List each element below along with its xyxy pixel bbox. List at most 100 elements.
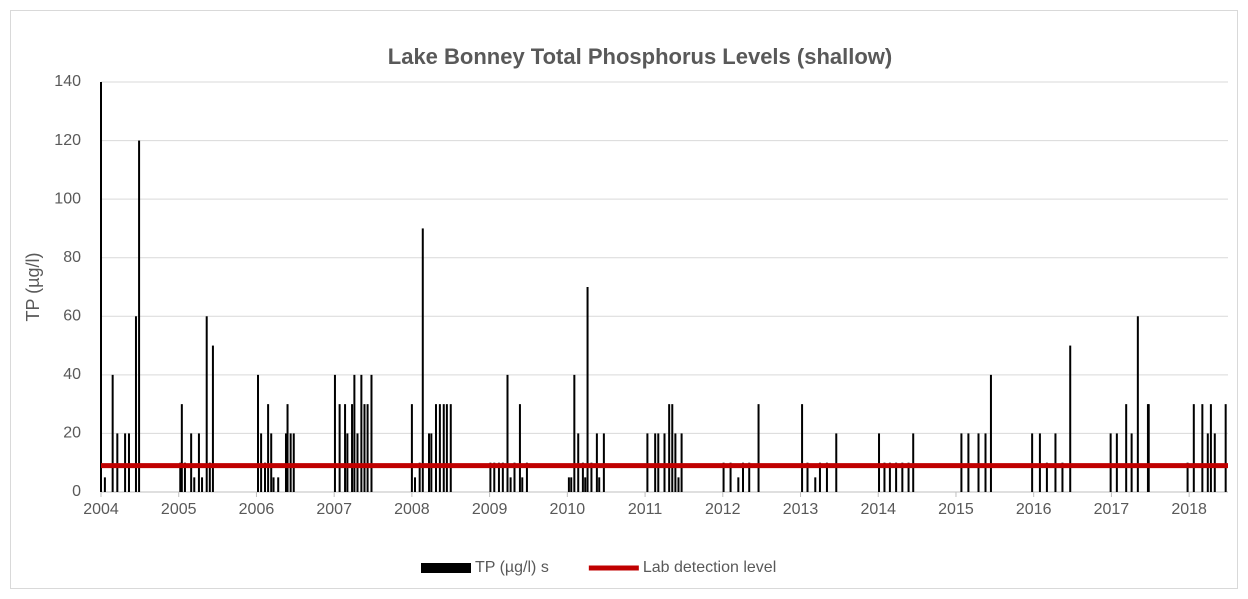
bar	[370, 374, 373, 492]
bar	[581, 462, 584, 492]
bar	[1069, 345, 1072, 492]
bar	[907, 462, 910, 492]
bar	[260, 433, 263, 492]
bar	[663, 433, 666, 492]
bar	[197, 433, 200, 492]
bar	[360, 374, 363, 492]
bar	[103, 477, 106, 492]
bar	[1186, 462, 1189, 492]
bar	[598, 477, 601, 492]
legend-label: Lab detection level	[643, 559, 776, 576]
legend-swatch	[421, 563, 471, 573]
x-tick-label: 2016	[1016, 501, 1052, 518]
x-tick-label: 2011	[628, 501, 663, 518]
bar	[190, 433, 193, 492]
y-axis-label: TP (µg/l)	[23, 252, 43, 321]
bar	[586, 287, 589, 492]
bar	[729, 462, 732, 492]
bar	[442, 404, 445, 492]
bar	[602, 433, 605, 492]
bar	[111, 374, 114, 492]
bar	[901, 462, 904, 492]
bar	[567, 477, 570, 492]
bar	[680, 433, 683, 492]
bar	[960, 433, 963, 492]
bar	[180, 404, 183, 492]
legend-label: TP (µg/l) s	[475, 559, 549, 576]
bar	[1061, 462, 1064, 492]
x-tick-label: 2012	[705, 501, 741, 518]
bar	[657, 433, 660, 492]
bar	[748, 462, 751, 492]
bar	[179, 462, 182, 492]
bar	[286, 404, 289, 492]
bar	[1213, 433, 1216, 492]
bar	[277, 477, 280, 492]
x-tick-label: 2014	[860, 501, 896, 518]
y-tick-label: 140	[54, 73, 81, 90]
bar	[742, 462, 745, 492]
bar	[1109, 433, 1112, 492]
bar	[344, 404, 347, 492]
x-tick-label: 2009	[472, 501, 508, 518]
bar	[570, 477, 573, 492]
bar	[363, 404, 366, 492]
x-tick-label: 2006	[239, 501, 275, 518]
bar	[1206, 433, 1209, 492]
bar	[211, 345, 214, 492]
bar	[489, 462, 492, 492]
bar	[1136, 316, 1139, 492]
bar	[1031, 433, 1034, 492]
bar	[366, 404, 369, 492]
bar	[116, 433, 119, 492]
bar	[414, 477, 417, 492]
bar	[1125, 404, 1128, 492]
bar	[646, 433, 649, 492]
bar	[506, 374, 509, 492]
bar	[124, 433, 127, 492]
bar	[356, 433, 359, 492]
bar	[513, 462, 516, 492]
bar	[1201, 404, 1204, 492]
bar	[671, 404, 674, 492]
bar	[501, 462, 504, 492]
x-tick-label: 2007	[316, 501, 352, 518]
bar	[134, 316, 137, 492]
bar	[521, 477, 524, 492]
bar	[518, 404, 521, 492]
y-tick-label: 40	[63, 366, 81, 383]
bar	[208, 462, 211, 492]
y-tick-label: 20	[63, 425, 81, 442]
bar	[806, 462, 809, 492]
bar	[584, 477, 587, 492]
bar	[509, 477, 512, 492]
bar	[272, 477, 275, 492]
bar	[1045, 462, 1048, 492]
bar	[127, 433, 130, 492]
bar	[497, 462, 500, 492]
bar	[1115, 433, 1118, 492]
bar	[1192, 404, 1195, 492]
bar	[1054, 433, 1057, 492]
bar	[263, 462, 266, 492]
bar	[353, 374, 356, 492]
bar	[193, 477, 196, 492]
bar	[138, 140, 141, 493]
bar	[912, 433, 915, 492]
x-tick-label: 2017	[1094, 501, 1130, 518]
bar	[438, 404, 441, 492]
bar	[825, 462, 828, 492]
bar	[989, 374, 992, 492]
bar	[895, 462, 898, 492]
y-tick-label: 80	[63, 249, 81, 266]
bar	[984, 433, 987, 492]
bar	[737, 477, 740, 492]
bar	[201, 477, 204, 492]
bar	[674, 433, 677, 492]
y-tick-label: 0	[72, 483, 81, 500]
bar	[333, 374, 336, 492]
bar	[284, 433, 287, 492]
y-tick-label: 120	[54, 132, 81, 149]
bar	[525, 462, 528, 492]
